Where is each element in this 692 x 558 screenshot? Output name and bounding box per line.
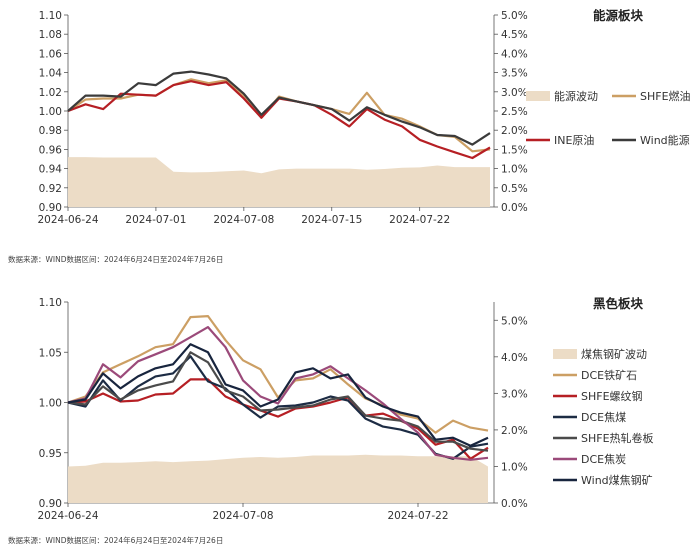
energy-source-note: 数据来源：WIND数据区间：2024年6月24日至2024年7月26日 [8,255,224,264]
energy-chart: 能源板块 0.90 0.92 0.94 0.96 0.98 1.00 1.02 1.04 1.06… [37,8,691,226]
ferrous-right-tick-label: 3.0% [501,388,528,400]
energy-left-tick-label: 1.08 [39,29,62,41]
ferrous-series-line-DCE焦煤 [67,355,489,460]
ferrous-series-line-DCE铁矿石 [67,314,489,434]
energy-right-tick-label: 3.0% [501,87,528,99]
energy-left-tick-label: 1.00 [39,106,62,118]
ferrous-legend-label: SHFE热轧卷板 [581,431,654,445]
energy-right-tick-label: 4.0% [501,48,528,60]
ferrous-right-tick-label: 4.0% [501,352,528,364]
energy-x-tick-label: 2024-07-15 [301,214,362,226]
energy-right-tick-label: 3.5% [501,68,528,80]
energy-left-tick-label: 0.90 [39,202,62,214]
ferrous-left-tick-label: 1.05 [39,347,62,359]
energy-area-能源波动 [68,157,490,207]
energy-left-tick-label: 0.96 [39,144,63,156]
ferrous-left-tick-label: 1.10 [39,297,62,309]
ferrous-right-tick-label: 0.0% [501,498,528,510]
ferrous-series-line-SHFE螺纹钢 [67,378,489,460]
energy-right-tick-label: 2.0% [501,125,528,137]
ferrous-series-line-SHFE热轧卷板 [67,351,489,452]
ferrous-legend-label: SHFE螺纹钢 [581,389,643,403]
energy-right-tick-label: 2.5% [501,106,528,118]
energy-right-tick-label: 5.0% [501,10,528,22]
energy-left-tick-label: 1.06 [39,48,63,60]
ferrous-chart: 黑色板块 0.90 0.95 1.00 1.05 1.10 0.0% 1.0% 2.0% 3.0%… [37,296,654,522]
ferrous-title: 黑色板块 [593,296,644,311]
ferrous-legend-label: Wind煤焦钢矿 [581,474,653,487]
energy-left-tick-label: 1.02 [39,87,62,99]
energy-x-tick-label: 2024-06-24 [37,214,98,226]
ferrous-legend-label: DCE焦煤 [581,411,626,424]
ferrous-legend-swatch [553,349,577,359]
energy-legend-label: INE原油 [554,133,594,147]
energy-right-tick-label: 4.5% [501,29,528,41]
ferrous-series-line-Wind煤焦钢矿 [67,343,489,447]
energy-right-tick-label: 0.5% [501,183,528,195]
energy-legend-label: SHFE燃油 [640,89,691,103]
ferrous-area-煤焦钢矿波动 [68,454,488,503]
energy-left-tick-label: 0.98 [39,125,62,137]
energy-series-line-SHFE燃油 [67,78,491,153]
ferrous-right-tick-label: 2.0% [501,425,528,437]
energy-right-tick-label: 1.5% [501,144,528,156]
energy-series-line-Wind能源 [67,70,491,146]
energy-legend-label: Wind能源 [640,133,690,147]
energy-series-line-INE原油 [67,80,491,160]
ferrous-legend-label: 煤焦钢矿波动 [581,348,647,361]
energy-right-tick-label: 0.0% [501,202,528,214]
ferrous-source-note: 数据来源：WIND数据区间：2024年6月24日至2024年7月26日 [8,536,224,545]
energy-x-tick-label: 2024-07-22 [389,214,450,226]
ferrous-x-tick-label: 2024-06-24 [37,510,98,522]
ferrous-series-line-DCE焦炭 [67,325,489,461]
ferrous-legend-label: DCE铁矿石 [581,369,637,382]
energy-left-tick-label: 1.04 [39,68,63,80]
ferrous-left-tick-label: 1.00 [39,398,62,410]
energy-title: 能源板块 [593,8,644,23]
ferrous-x-tick-label: 2024-07-22 [387,510,448,522]
energy-left-tick-label: 0.92 [39,183,62,195]
ferrous-left-tick-label: 0.95 [39,448,62,460]
ferrous-right-tick-label: 5.0% [501,315,528,327]
energy-x-tick-label: 2024-07-01 [125,214,186,226]
ferrous-right-tick-label: 1.0% [501,461,528,473]
energy-legend-swatch [526,91,550,101]
ferrous-left-tick-label: 0.90 [39,498,62,510]
energy-x-tick-label: 2024-07-08 [213,214,274,226]
ferrous-legend-label: DCE焦炭 [581,453,626,466]
energy-left-tick-label: 0.94 [39,164,63,176]
energy-right-tick-label: 1.0% [501,164,528,176]
energy-left-tick-label: 1.10 [39,10,62,22]
energy-legend-label: 能源波动 [554,89,598,103]
ferrous-x-tick-label: 2024-07-08 [212,510,273,522]
